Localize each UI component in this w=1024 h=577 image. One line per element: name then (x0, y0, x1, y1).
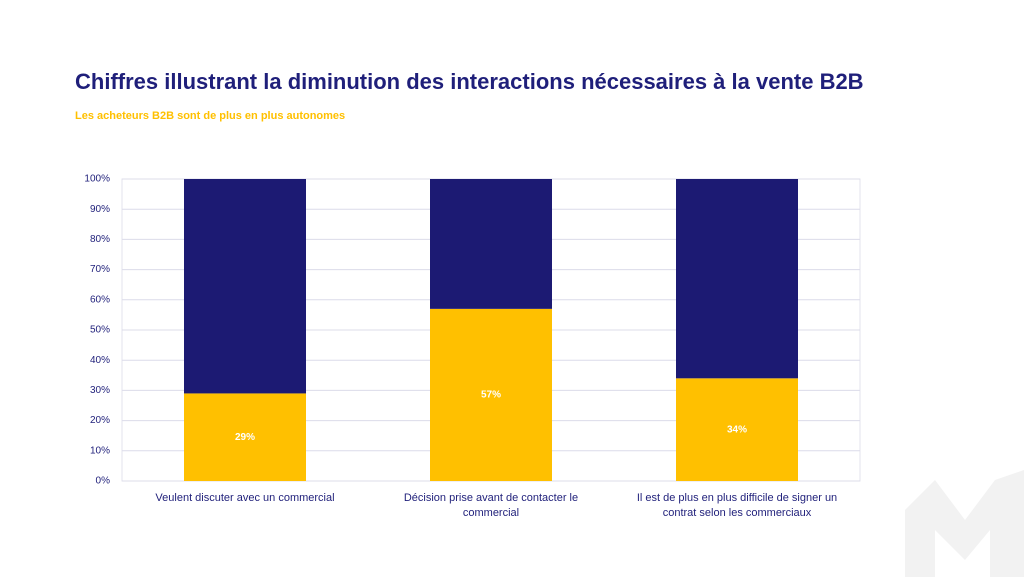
y-tick-label: 60% (90, 294, 110, 305)
bar-segment (676, 378, 798, 481)
bar-segment (676, 179, 798, 379)
bar-segment (430, 308, 552, 481)
bar-segment (184, 179, 306, 394)
x-tick-label: Il est de plus en plus difficile de sign… (636, 492, 838, 519)
chart-subtitle: Les acheteurs B2B sont de plus en plus a… (75, 110, 345, 122)
data-label: 29% (235, 432, 255, 443)
y-tick-label: 50% (90, 325, 110, 336)
x-tick-label: Veulent discuter avec un commercial (155, 492, 335, 504)
y-tick-label: 30% (90, 385, 110, 396)
data-label: 57% (481, 390, 501, 401)
bar-segment (184, 393, 306, 481)
y-tick-label: 20% (90, 415, 110, 426)
chart-title: Chiffres illustrant la diminution des in… (75, 69, 864, 94)
y-tick-label: 100% (84, 174, 110, 185)
y-tick-label: 10% (90, 445, 110, 456)
y-tick-label: 40% (90, 355, 110, 366)
bar-segment (430, 179, 552, 309)
watermark (905, 470, 1024, 577)
data-label: 34% (727, 424, 747, 435)
y-tick-label: 80% (90, 234, 110, 245)
y-tick-label: 70% (90, 264, 110, 275)
y-tick-label: 90% (90, 204, 110, 215)
y-tick-label: 0% (96, 476, 111, 487)
x-tick-label: Décision prise avant de contacter le com… (403, 492, 579, 519)
